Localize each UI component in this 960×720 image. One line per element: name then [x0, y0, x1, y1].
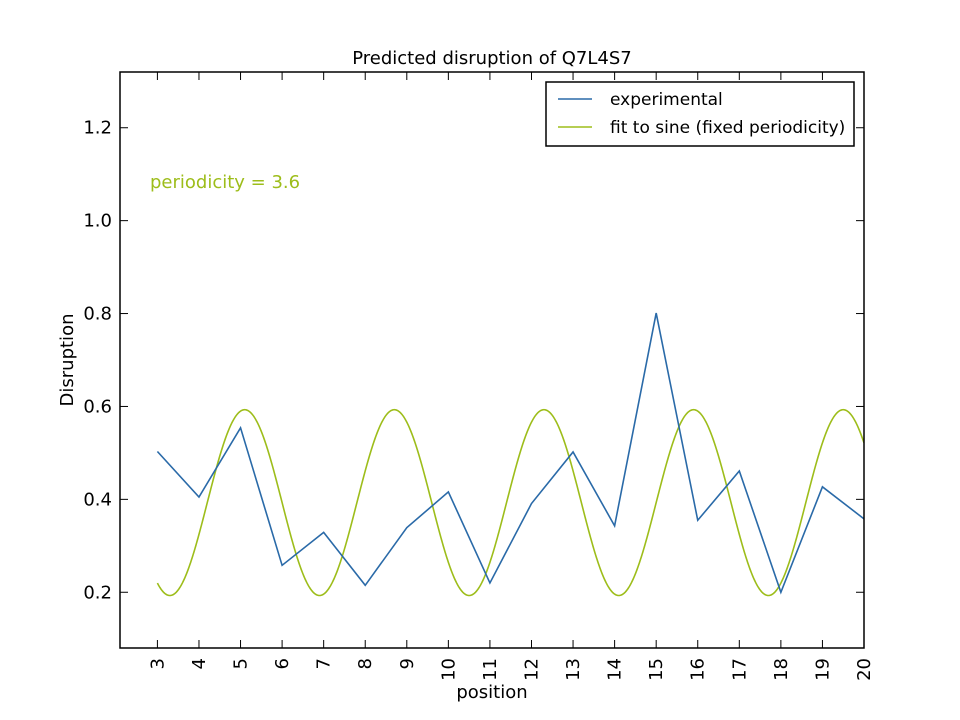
legend-label-experimental: experimental	[610, 90, 723, 110]
x-tick-label: 16	[688, 658, 709, 681]
x-tick-label: 5	[231, 658, 252, 669]
y-axis: 0.2 0.4 0.6 0.8 1.0 1.2	[83, 118, 864, 603]
x-tick-label: 10	[438, 658, 459, 681]
y-tick-label: 0.6	[83, 396, 112, 417]
legend-box	[545, 81, 855, 147]
y-axis-label: Disruption	[57, 314, 78, 407]
y-tick-label: 0.4	[83, 489, 112, 510]
x-tick-label: 13	[563, 658, 584, 681]
x-tick-label: 20	[854, 658, 875, 681]
x-tick-label: 4	[189, 658, 210, 669]
x-tick-label: 14	[605, 658, 626, 681]
x-axis: 3 4 5 6 7 8 9 10 11 12 13 14 15 16 17 18 19 20	[147, 72, 875, 681]
x-tick-label: 17	[729, 658, 750, 681]
x-tick-label: 9	[397, 658, 418, 669]
x-tick-label: 18	[771, 658, 792, 681]
periodicity-annotation: periodicity = 3.6	[150, 172, 300, 193]
y-tick-label: 1.0	[83, 211, 112, 232]
x-tick-label: 12	[521, 658, 542, 681]
y-tick-label: 0.8	[83, 304, 112, 325]
x-tick-label: 11	[480, 658, 501, 681]
legend: experimental fit to sine (fixed periodic…	[545, 81, 855, 147]
plot-area	[119, 71, 865, 649]
y-tick-label: 0.2	[83, 582, 112, 603]
x-tick-label: 7	[314, 658, 335, 669]
y-tick-label: 1.2	[83, 118, 112, 139]
x-axis-label: position	[456, 682, 527, 703]
legend-label-sine-fit: fit to sine (fixed periodicity)	[610, 118, 845, 138]
x-tick-label: 6	[272, 658, 293, 669]
x-tick-label: 3	[147, 658, 168, 669]
series-line-experimental	[156, 312, 864, 595]
x-tick-label: 19	[812, 658, 833, 681]
chart-title: Predicted disruption of Q7L4S7	[352, 48, 632, 69]
x-tick-label: 8	[355, 658, 376, 669]
plot-frame	[119, 71, 865, 649]
x-tick-label: 15	[646, 658, 667, 681]
series-line-sine-fit	[156, 408, 864, 597]
